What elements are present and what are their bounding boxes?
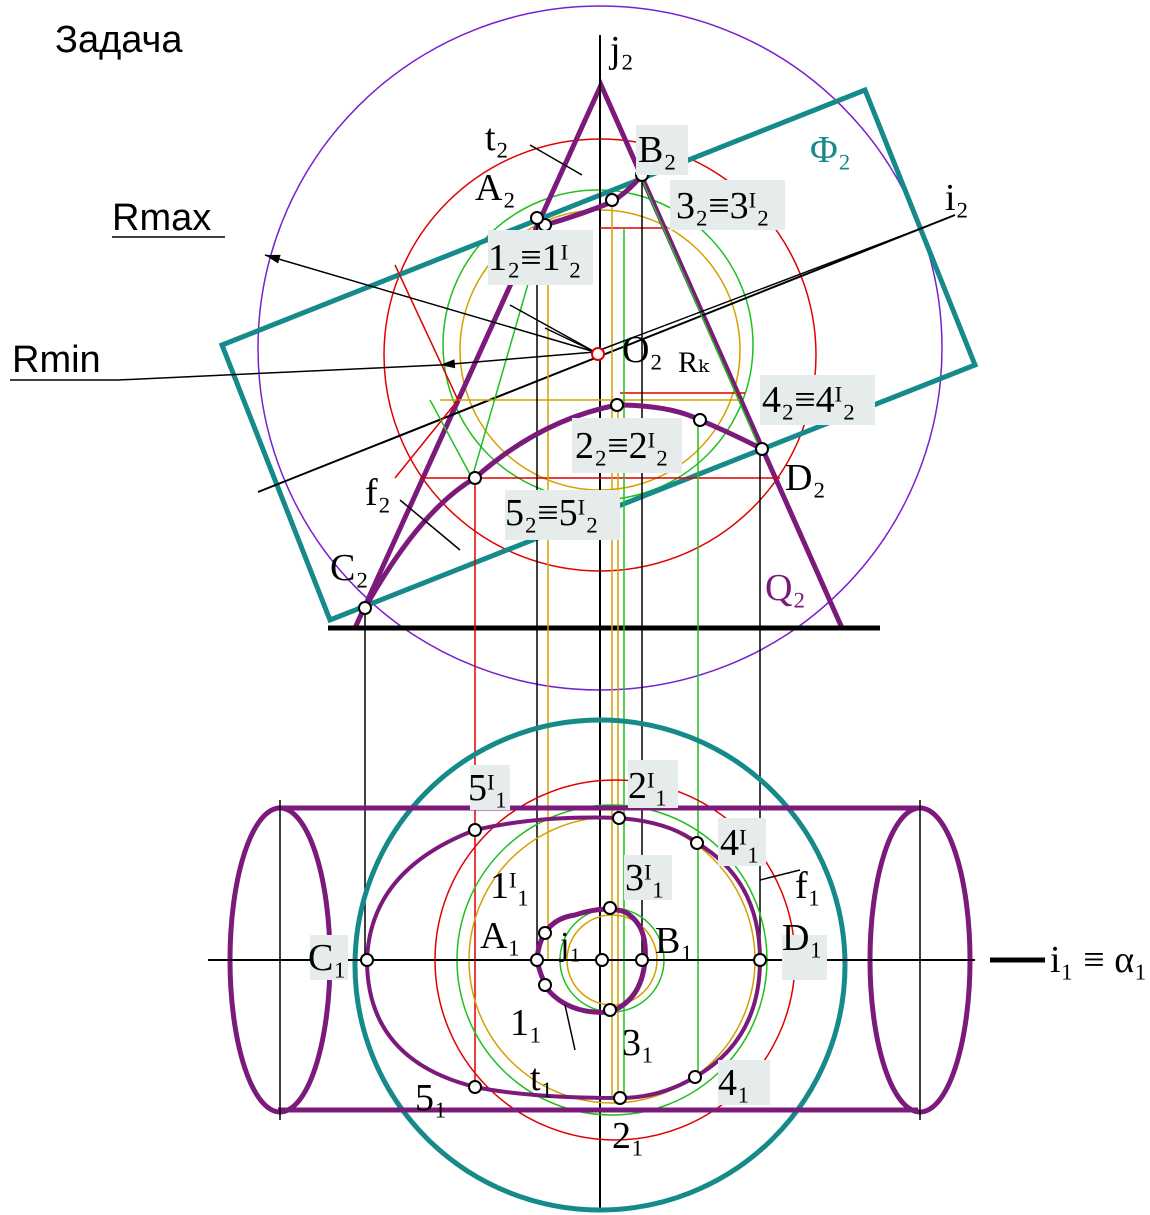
title: Задача [55, 19, 183, 61]
point [539, 979, 551, 991]
line-work [592, 348, 604, 360]
label: j₂ [608, 29, 634, 71]
line-work [510, 305, 595, 352]
label: 5₁ [415, 1077, 447, 1119]
point [614, 1092, 626, 1104]
point [596, 954, 608, 966]
diagram: Задача j₂ t₂ B₂ Φ₂ A₂ 3₂≡3ᴵ₂ i₂ Rmax 1₂≡… [0, 0, 1150, 1215]
point [606, 194, 618, 206]
label: Q₂ [765, 567, 806, 609]
label: D₁ [782, 917, 823, 959]
label: Φ₂ [810, 129, 851, 171]
label: 1ᴵ₁ [490, 865, 530, 907]
point [469, 824, 481, 836]
label: i₂ [945, 177, 969, 219]
point [361, 954, 373, 966]
label: Rmax [112, 197, 211, 239]
point [636, 954, 648, 966]
label: 4₂≡4ᴵ₂ [762, 379, 856, 421]
label: j₁ [559, 926, 581, 963]
label: A₂ [475, 167, 516, 209]
label: B₁ [655, 920, 694, 962]
point [691, 837, 703, 849]
label: 2₁ [612, 1115, 644, 1157]
point [756, 443, 768, 455]
label: f₁ [795, 865, 821, 907]
label: 2ᴵ₁ [628, 765, 668, 807]
labels: Задача j₂ t₂ B₂ Φ₂ A₂ 3₂≡3ᴵ₂ i₂ Rmax 1₂≡… [12, 19, 1147, 1157]
label: 3₁ [622, 1022, 654, 1064]
line-work [760, 870, 800, 880]
label: 4ᴵ₁ [720, 822, 760, 864]
point [613, 812, 625, 824]
point [689, 1071, 701, 1083]
label: D₂ [785, 457, 826, 499]
label: C₁ [308, 937, 347, 979]
label: Rₖ [678, 346, 710, 379]
line-work [565, 1005, 575, 1050]
point [531, 212, 543, 224]
label: 3₂≡3ᴵ₂ [676, 185, 770, 227]
label: 3ᴵ₁ [625, 857, 665, 899]
label: t₁ [530, 1057, 554, 1099]
label: 2₂≡2ᴵ₂ [575, 425, 669, 467]
point [539, 927, 551, 939]
point [469, 1081, 481, 1093]
point [531, 954, 543, 966]
label: 5₂≡5ᴵ₂ [505, 492, 599, 534]
point [604, 1004, 616, 1016]
label: 1₁ [510, 1002, 542, 1044]
point [604, 902, 616, 914]
label: B₂ [638, 129, 677, 171]
label: f₂ [365, 472, 391, 514]
point [611, 399, 623, 411]
label: A₁ [480, 915, 521, 957]
label: i₁ ≡ α₁ [1050, 939, 1147, 981]
line-work [440, 352, 595, 365]
label: 4₁ [718, 1062, 750, 1104]
label: C₂ [330, 547, 369, 589]
point [754, 954, 766, 966]
point [359, 602, 371, 614]
label: Rmin [12, 339, 101, 381]
label: t₂ [485, 117, 509, 159]
point [694, 414, 706, 426]
point [469, 472, 481, 484]
label: 1₂≡1ᴵ₂ [488, 237, 582, 279]
label: 5ᴵ₁ [468, 767, 508, 809]
label: O₂ [622, 329, 663, 371]
